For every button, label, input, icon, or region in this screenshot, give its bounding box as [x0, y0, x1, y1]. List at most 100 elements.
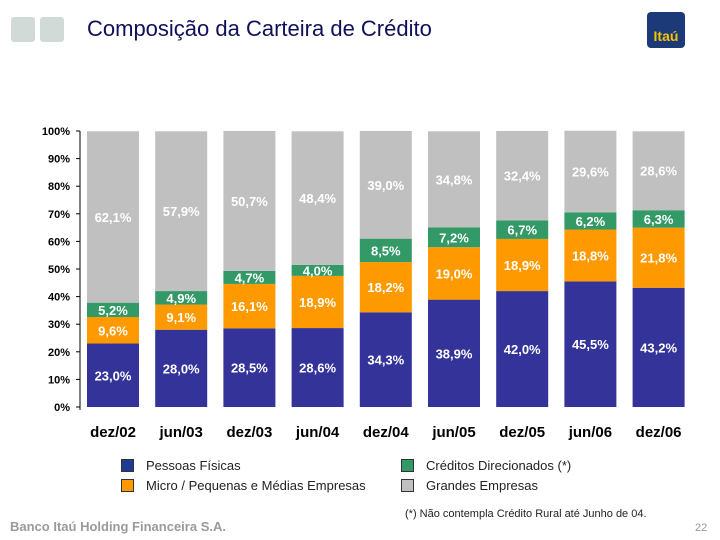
data-label: 18,2%	[367, 280, 404, 295]
data-label: 19,0%	[436, 266, 473, 281]
data-label: 28,6%	[299, 361, 336, 376]
data-label: 6,7%	[507, 223, 537, 238]
legend-item-creditos-direcionados: Créditos Direcionados (*)	[401, 458, 571, 473]
data-label: 5,2%	[98, 303, 128, 318]
x-tick-label: jun/05	[431, 424, 475, 441]
itau-logo: Itaú	[647, 12, 685, 48]
stacked-bar-chart: 0% 10% 20% 30% 40% 50% 60% 70% 80% 90% 100% 23,0% 9,…	[42, 126, 685, 441]
bar-segment	[359, 238, 412, 263]
bar-segment	[428, 131, 480, 228]
page-title: Composição da Carteira de Crédito	[87, 16, 432, 41]
bar-segment	[359, 312, 412, 407]
bar-segment	[155, 329, 208, 407]
bar-segment	[564, 229, 617, 282]
legend-item-micro-pme: Micro / Pequenas e Médias Empresas	[121, 478, 366, 493]
data-label: 6,2%	[576, 214, 606, 229]
bar-segment	[291, 328, 344, 407]
data-label: 42,0%	[504, 342, 541, 357]
bar-segment	[428, 247, 480, 300]
data-label: 48,4%	[299, 191, 336, 206]
data-label: 43,2%	[640, 340, 677, 355]
bar-segment	[291, 131, 344, 265]
y-tick-label: 80%	[48, 181, 70, 193]
legend-swatch	[401, 479, 414, 492]
data-label: 18,8%	[572, 248, 609, 263]
data-label: 28,5%	[231, 361, 268, 376]
y-tick-label: 40%	[48, 292, 70, 304]
data-label: 4,9%	[166, 291, 196, 306]
bar-segment	[155, 131, 208, 292]
data-label: 4,0%	[303, 263, 333, 278]
y-tick-label: 50%	[48, 264, 70, 276]
data-label: 9,1%	[166, 310, 196, 325]
y-tick-label: 90%	[48, 154, 70, 166]
bar-segment	[496, 131, 549, 221]
decorative-square-2	[40, 17, 64, 42]
bar-segment	[155, 304, 208, 330]
x-tick-label: dez/06	[636, 424, 682, 441]
legend-swatch	[121, 459, 134, 472]
bar-segment	[223, 283, 276, 329]
data-label: 23,0%	[95, 368, 132, 383]
data-label: 38,9%	[436, 346, 473, 361]
page-number: 22	[695, 522, 708, 534]
data-label: 57,9%	[163, 204, 200, 219]
data-label: 32,4%	[504, 169, 541, 184]
data-label: 21,8%	[640, 251, 677, 266]
legend-label: Micro / Pequenas e Médias Empresas	[146, 478, 366, 493]
x-tick-label: dez/04	[363, 424, 410, 441]
data-label: 45,5%	[572, 337, 609, 352]
data-label: 50,7%	[231, 194, 268, 209]
decorative-square-1	[11, 17, 35, 42]
x-tick-label: dez/03	[226, 424, 272, 441]
legend-item-pessoas-fisicas: Pessoas Físicas	[121, 458, 241, 473]
bar-segment	[359, 131, 412, 239]
data-label: 29,6%	[572, 165, 609, 180]
bar-segment	[496, 291, 549, 407]
data-label: 28,0%	[163, 361, 200, 376]
bar-segment	[632, 210, 685, 228]
bar-segment	[564, 281, 617, 407]
legend-item-grandes-empresas: Grandes Empresas	[401, 478, 538, 493]
bar-segment	[223, 270, 276, 284]
data-label: 62,1%	[95, 210, 132, 225]
y-tick-label: 20%	[48, 347, 70, 359]
x-tick-label: jun/04	[295, 424, 340, 441]
x-tick-label: dez/02	[90, 424, 136, 441]
x-tick-label: jun/06	[568, 424, 612, 441]
y-tick-label: 60%	[48, 236, 70, 248]
bar-segment	[632, 131, 685, 211]
legend-swatch	[401, 459, 414, 472]
company-name: Banco Itaú Holding Financeira S.A.	[10, 519, 226, 534]
y-tick-label: 30%	[48, 319, 70, 331]
data-label: 7,2%	[439, 230, 469, 245]
bar-segment	[291, 264, 344, 276]
legend-swatch	[121, 479, 134, 492]
legend-label: Créditos Direcionados (*)	[426, 458, 572, 473]
bar-segment	[359, 262, 412, 313]
bar-segment	[428, 227, 480, 248]
footnote: (*) Não contempla Crédito Rural até Junh…	[405, 508, 647, 520]
bar-segment	[87, 302, 139, 318]
x-tick-label: jun/03	[159, 424, 203, 441]
bar-segment	[632, 227, 685, 288]
bar-segment	[632, 287, 685, 407]
y-tick-label: 10%	[48, 374, 70, 386]
x-tick-label: dez/05	[499, 424, 545, 441]
data-label: 4,7%	[235, 270, 265, 285]
legend-label: Grandes Empresas	[426, 478, 538, 493]
bar-segment	[564, 130, 617, 213]
bar-segment	[87, 343, 139, 407]
bar-segment	[155, 291, 208, 305]
data-label: 39,0%	[367, 178, 404, 193]
data-label: 34,3%	[367, 353, 404, 368]
legend-label: Pessoas Físicas	[146, 458, 241, 473]
data-label: 18,9%	[504, 258, 541, 273]
y-tick-label: 0%	[54, 402, 70, 414]
bar-segment	[223, 131, 276, 271]
bar-segment	[564, 212, 617, 230]
data-label: 28,6%	[640, 164, 677, 179]
data-label: 34,8%	[436, 172, 473, 187]
bar-segment	[428, 299, 480, 407]
data-label: 9,6%	[98, 323, 128, 338]
